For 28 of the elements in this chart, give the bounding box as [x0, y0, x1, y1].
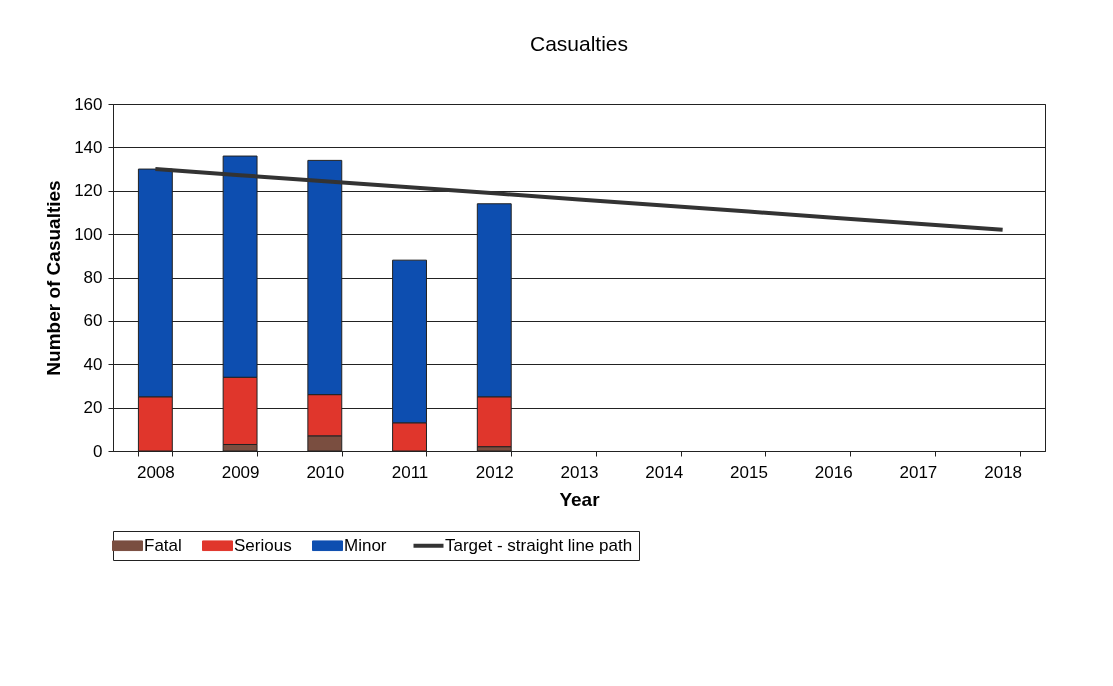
line-series — [153, 167, 1005, 232]
y-tick-label: 0 — [93, 441, 103, 461]
x-tick-label: 2013 — [560, 462, 599, 482]
y-tick-label: 20 — [83, 398, 103, 418]
legend-label: Serious — [234, 535, 292, 555]
x-tick-label: 2017 — [899, 462, 938, 482]
y-axis-title: Number of Casualties — [43, 180, 65, 376]
legend-label: Fatal — [144, 535, 182, 555]
y-tick-label: 60 — [83, 311, 103, 331]
y-tick-label: 120 — [74, 181, 103, 201]
y-tick-label: 140 — [74, 137, 103, 157]
chart-title: Casualties — [529, 32, 629, 55]
x-tick-label: 2010 — [306, 462, 345, 482]
legend-label: Target - straight line path — [445, 535, 633, 555]
x-tick-label: 2012 — [475, 462, 514, 482]
legend-label: Minor — [344, 535, 387, 555]
y-tick-label: 80 — [83, 268, 103, 287]
y-tick-label: 40 — [83, 354, 103, 374]
x-axis-title: Year — [559, 488, 601, 510]
y-tick-label: 100 — [74, 224, 103, 244]
x-tick-label: 2009 — [221, 462, 260, 482]
x-tick-label: 2015 — [730, 462, 768, 482]
x-tick-label: 2014 — [645, 462, 684, 482]
y-tick-label: 160 — [74, 94, 103, 114]
x-tick-label: 2018 — [984, 462, 1023, 482]
x-tick-label: 2008 — [136, 462, 175, 482]
x-tick-label: 2011 — [391, 462, 429, 482]
x-tick-label: 2016 — [814, 462, 853, 482]
